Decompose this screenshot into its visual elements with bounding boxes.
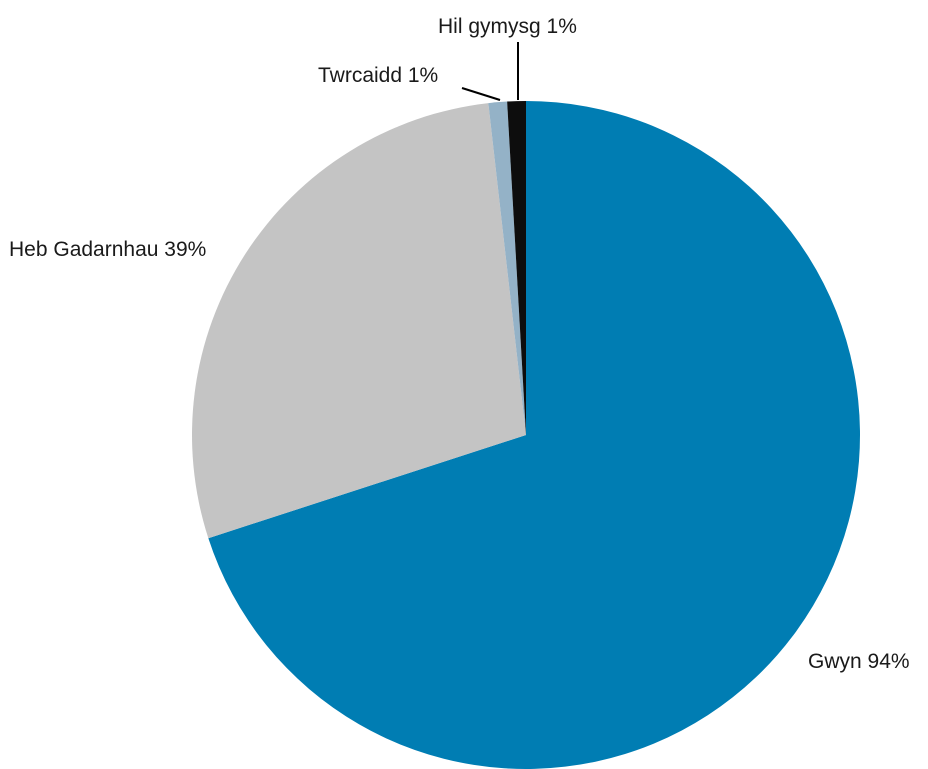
pie-labels: Gwyn 94% Heb Gadarnhau 39% Twrcaidd 1% Hil …	[9, 15, 910, 673]
slice-label-1: Gwyn 94%	[808, 650, 910, 673]
leader-line-3	[461, 87, 501, 101]
pie-slice-1	[208, 101, 861, 769]
slice-label-2: Heb Gadarnhau 39%	[9, 238, 206, 261]
pie-slices	[192, 100, 861, 769]
slice-label-4: Hil gymysg 1%	[438, 15, 577, 38]
pie-slice-4	[507, 100, 526, 435]
pie-slice-2	[192, 103, 526, 539]
pie-slice-3	[488, 101, 526, 435]
slice-label-3: Twrcaidd 1%	[318, 64, 438, 87]
